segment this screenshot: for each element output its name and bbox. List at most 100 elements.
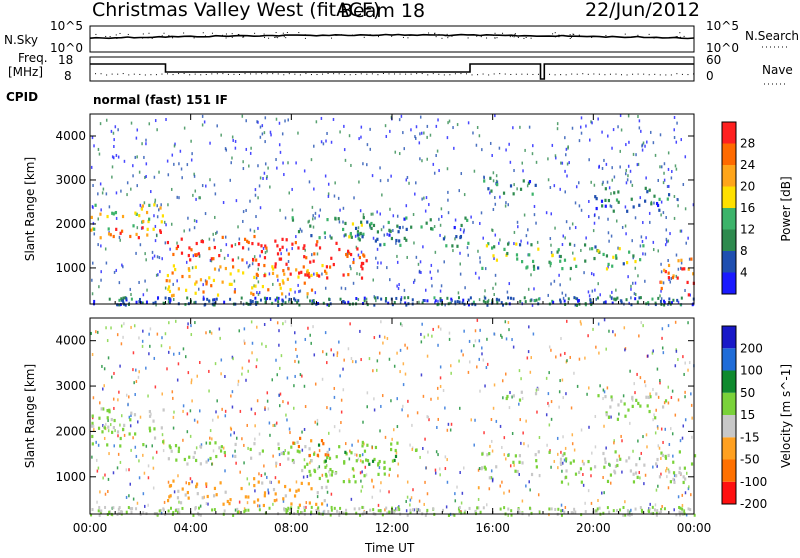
scatter-echo	[582, 483, 585, 487]
scatter-echo	[111, 375, 113, 379]
scatter-echo	[568, 161, 570, 165]
scatter-echo	[415, 255, 418, 259]
echo-cell	[587, 459, 590, 464]
echo-cell	[664, 456, 668, 460]
scatter-echo	[664, 427, 667, 431]
scatter-echo	[424, 437, 426, 441]
near-range-echo	[589, 300, 592, 304]
scatter-echo	[142, 492, 145, 496]
nsearch-dot	[225, 37, 227, 39]
scatter-echo	[550, 465, 552, 469]
nave-dot	[95, 73, 97, 75]
near-range-echo	[266, 296, 269, 300]
echo-cell	[575, 264, 578, 268]
scatter-echo	[429, 270, 432, 274]
scatter-echo	[422, 394, 425, 398]
scatter-echo	[326, 406, 328, 410]
scatter-echo	[444, 406, 446, 410]
scatter-echo	[298, 290, 300, 294]
scatter-echo	[535, 388, 538, 392]
echo-cell	[595, 197, 598, 201]
echo-cell	[518, 454, 522, 458]
nave-dot	[615, 73, 617, 75]
scatter-echo	[379, 212, 381, 216]
scatter-echo	[195, 197, 197, 201]
near-range-echo	[611, 301, 614, 305]
scatter-echo	[440, 207, 443, 211]
echo-cell	[626, 261, 629, 265]
scatter-echo	[245, 208, 247, 212]
scatter-echo	[412, 488, 414, 492]
echo-cell	[279, 286, 282, 290]
echo-cell	[346, 254, 349, 259]
scatter-echo	[356, 272, 358, 276]
scatter-echo	[631, 183, 634, 187]
near-range-echo	[244, 508, 247, 512]
echo-cell	[153, 427, 156, 431]
echo-cell	[394, 454, 398, 459]
nave-dot	[515, 73, 517, 75]
near-range-echo	[120, 298, 123, 302]
near-range-echo	[574, 303, 577, 307]
near-range-echo	[131, 507, 134, 511]
scatter-echo	[243, 461, 245, 465]
colorbar-swatch	[722, 481, 736, 504]
scatter-echo	[110, 129, 113, 133]
scatter-echo	[189, 477, 192, 481]
near-range-echo	[326, 303, 329, 307]
echo-cell	[315, 243, 318, 247]
near-range-echo	[393, 509, 396, 513]
scatter-echo	[320, 140, 323, 144]
nsearch-dot	[277, 37, 279, 39]
scatter-echo	[145, 366, 147, 370]
scatter-echo	[640, 321, 643, 325]
scatter-echo	[667, 385, 670, 389]
scatter-echo	[209, 141, 211, 145]
scatter-echo	[435, 154, 437, 158]
near-range-echo	[500, 301, 503, 305]
scatter-echo	[659, 294, 661, 298]
echo-cell	[329, 467, 332, 472]
scatter-echo	[474, 329, 477, 333]
near-range-echo	[620, 301, 623, 305]
echo-cell	[368, 462, 371, 466]
scatter-echo	[609, 294, 611, 298]
scatter-echo	[458, 189, 461, 193]
scatter-echo	[458, 359, 460, 363]
scatter-echo	[250, 407, 253, 411]
nave-dot	[477, 74, 479, 76]
near-range-echo	[482, 506, 485, 510]
echo-cell	[531, 259, 535, 264]
near-range-echo	[596, 509, 599, 513]
scatter-echo	[467, 121, 470, 125]
near-range-echo	[117, 507, 120, 511]
scatter-echo	[585, 124, 587, 128]
scatter-echo	[256, 358, 258, 362]
scatter-echo	[463, 193, 466, 197]
echo-cell	[580, 480, 583, 484]
scatter-echo	[142, 453, 144, 457]
scatter-echo	[173, 410, 175, 414]
near-range-echo	[460, 511, 463, 515]
nave-dot	[133, 73, 135, 75]
scatter-echo	[478, 357, 481, 361]
nave-dot	[122, 73, 124, 75]
colorbar-tick-label: 20	[740, 180, 755, 194]
scatter-echo	[437, 343, 439, 347]
scatter-echo	[151, 256, 154, 260]
echo-cell	[664, 399, 668, 403]
echo-cell	[148, 203, 151, 207]
scatter-echo	[588, 425, 590, 429]
echo-cell	[613, 191, 616, 195]
near-range-echo	[655, 513, 658, 517]
near-range-echo	[311, 299, 314, 303]
near-range-echo	[328, 297, 331, 301]
echo-cell	[506, 242, 510, 246]
scatter-echo	[429, 133, 432, 137]
echo-cell	[563, 258, 567, 262]
echo-cell	[403, 217, 406, 221]
nsearch-tick-low: 10^0	[706, 41, 739, 55]
scatter-echo	[266, 175, 268, 179]
near-range-echo	[247, 508, 250, 512]
scatter-echo	[597, 322, 600, 326]
